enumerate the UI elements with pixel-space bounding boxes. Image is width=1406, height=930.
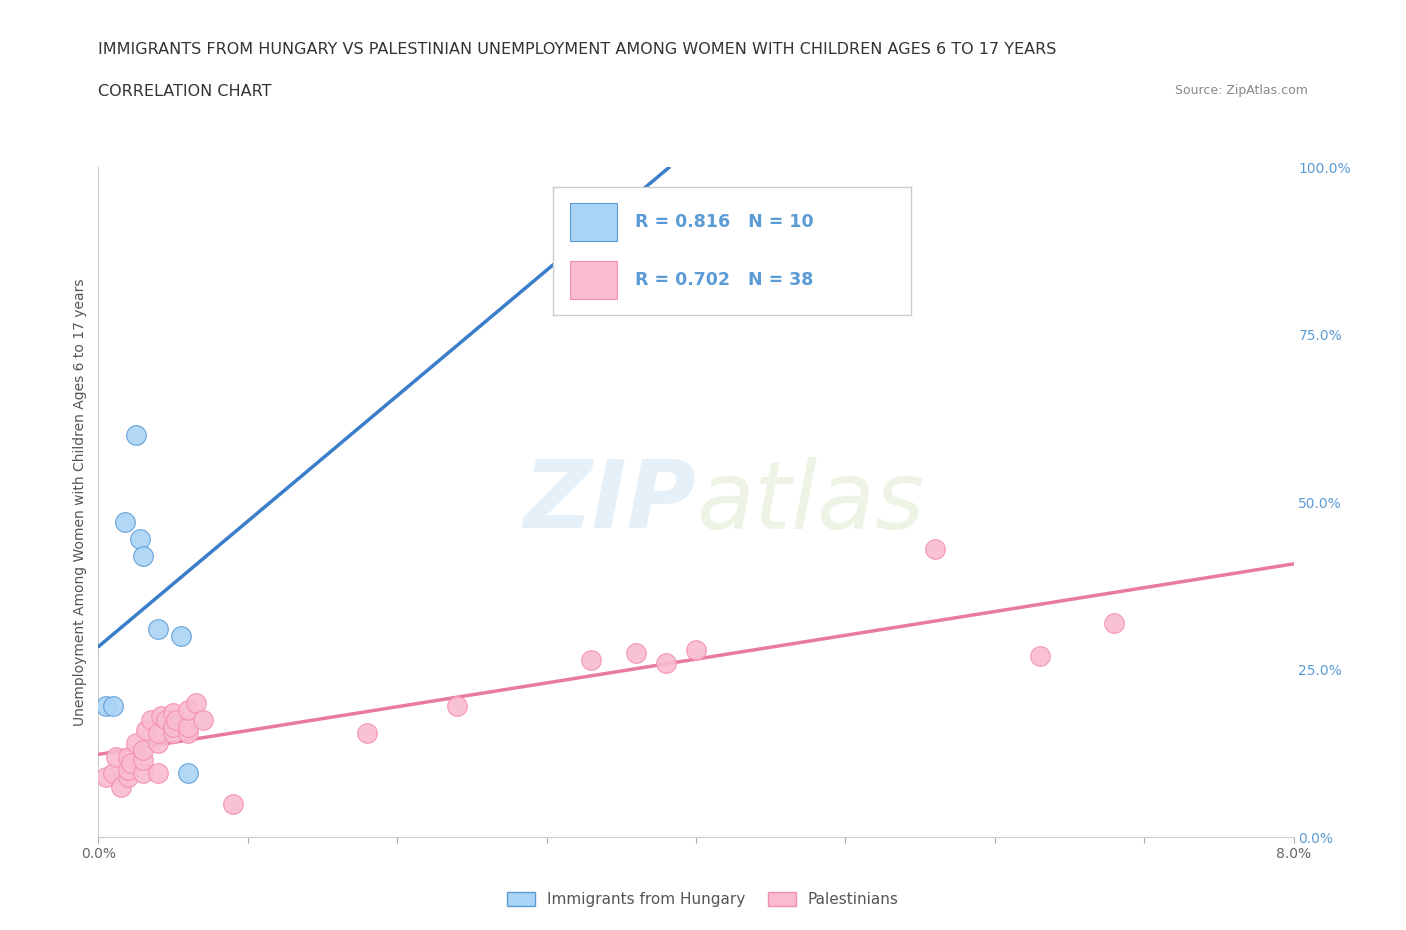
Point — [184, 696, 207, 711]
Point — [356, 725, 378, 740]
Point — [135, 723, 157, 737]
Point — [624, 645, 647, 660]
Point — [924, 541, 946, 556]
Point — [655, 656, 678, 671]
Point — [132, 766, 155, 781]
Point — [117, 769, 139, 784]
Point — [132, 742, 155, 757]
Point — [169, 629, 191, 644]
Point — [148, 766, 170, 781]
Y-axis label: Unemployment Among Women with Children Ages 6 to 17 years: Unemployment Among Women with Children A… — [73, 278, 87, 726]
Point — [148, 622, 170, 637]
Point — [177, 719, 200, 734]
Point — [565, 214, 588, 229]
Text: atlas: atlas — [696, 457, 924, 548]
Point — [114, 515, 136, 530]
Text: Source: ZipAtlas.com: Source: ZipAtlas.com — [1174, 84, 1308, 97]
Point — [139, 712, 162, 727]
Point — [155, 712, 177, 727]
Point — [103, 699, 125, 714]
Point — [148, 725, 170, 740]
Point — [120, 756, 142, 771]
Point — [222, 796, 245, 811]
Point — [177, 766, 200, 781]
Point — [103, 766, 125, 781]
Point — [125, 428, 148, 443]
Point — [94, 769, 117, 784]
Point — [94, 699, 117, 714]
Text: IMMIGRANTS FROM HUNGARY VS PALESTINIAN UNEMPLOYMENT AMONG WOMEN WITH CHILDREN AG: IMMIGRANTS FROM HUNGARY VS PALESTINIAN U… — [98, 42, 1057, 57]
Point — [177, 702, 200, 717]
Point — [148, 736, 170, 751]
Point — [581, 652, 603, 667]
Legend: Immigrants from Hungary, Palestinians: Immigrants from Hungary, Palestinians — [501, 885, 905, 913]
Text: ZIP: ZIP — [523, 457, 696, 548]
Point — [162, 706, 184, 721]
Point — [125, 736, 148, 751]
Point — [117, 750, 139, 764]
Point — [105, 750, 128, 764]
Point — [162, 725, 184, 740]
Point — [1102, 616, 1125, 631]
Point — [446, 699, 468, 714]
Point — [150, 709, 173, 724]
Point — [162, 719, 184, 734]
Point — [191, 712, 214, 727]
Point — [110, 779, 132, 794]
Point — [165, 712, 187, 727]
Point — [177, 725, 200, 740]
Point — [117, 763, 139, 777]
Point — [1028, 649, 1050, 664]
Point — [685, 642, 707, 657]
Point — [132, 752, 155, 767]
Text: CORRELATION CHART: CORRELATION CHART — [98, 84, 271, 99]
Point — [132, 549, 155, 564]
Point — [129, 532, 152, 547]
